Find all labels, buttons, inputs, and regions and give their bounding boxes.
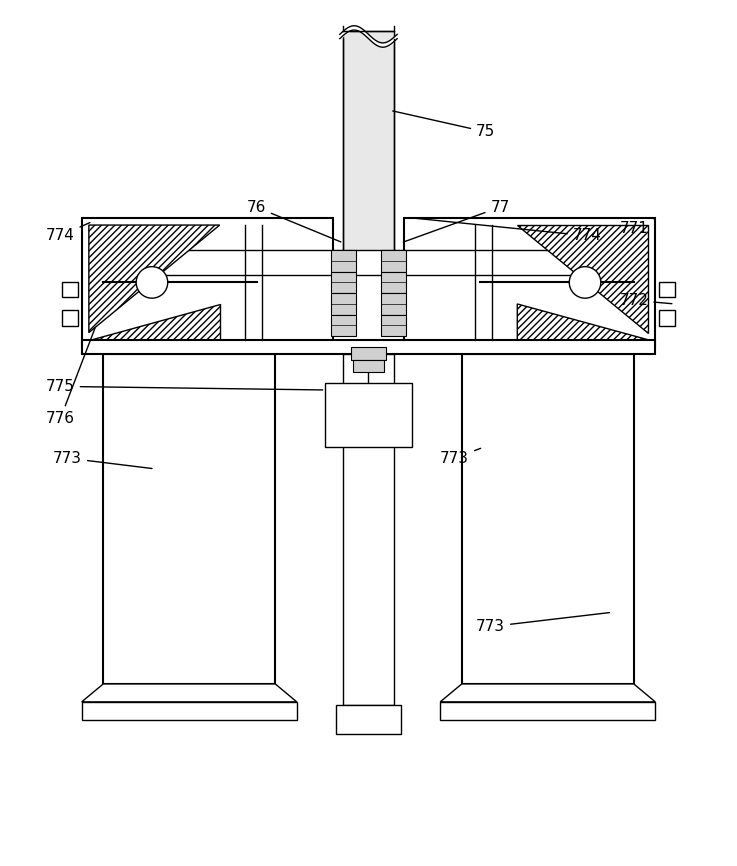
Text: 775: 775 (46, 379, 323, 394)
Bar (440, 701, 655, 720)
Bar (343, 31, 394, 254)
Bar (331, 294, 356, 314)
Bar (336, 706, 401, 734)
Polygon shape (89, 304, 220, 339)
Bar (461, 354, 634, 684)
Text: 771: 771 (620, 218, 655, 236)
Bar (63, 310, 78, 326)
Text: 75: 75 (393, 111, 495, 139)
Bar (343, 354, 394, 706)
Text: 772: 772 (620, 293, 672, 307)
Bar (331, 272, 356, 294)
Bar (117, 250, 620, 275)
Polygon shape (440, 684, 655, 701)
Bar (103, 354, 276, 684)
Bar (659, 310, 674, 326)
Text: 76: 76 (247, 200, 340, 242)
Bar (405, 218, 655, 347)
Bar (381, 294, 406, 314)
Bar (63, 281, 78, 298)
Bar (381, 250, 406, 272)
Text: 774: 774 (414, 218, 601, 243)
Bar (381, 314, 406, 336)
Polygon shape (89, 225, 220, 333)
Bar (659, 281, 674, 298)
Bar (351, 347, 386, 360)
Polygon shape (517, 304, 648, 339)
Circle shape (569, 267, 601, 298)
Bar (331, 314, 356, 336)
Text: 774: 774 (46, 223, 90, 243)
Text: 773: 773 (476, 612, 609, 634)
Bar (331, 250, 356, 272)
Bar (353, 360, 384, 372)
Circle shape (136, 267, 168, 298)
Text: 773: 773 (440, 449, 481, 466)
Text: 77: 77 (403, 200, 510, 242)
Polygon shape (517, 225, 648, 333)
Bar (82, 701, 297, 720)
Bar (381, 272, 406, 294)
Polygon shape (82, 684, 297, 701)
Bar (82, 218, 332, 347)
Bar (326, 383, 411, 448)
Bar (82, 339, 655, 354)
Text: 773: 773 (53, 450, 152, 469)
Text: 776: 776 (46, 328, 95, 426)
